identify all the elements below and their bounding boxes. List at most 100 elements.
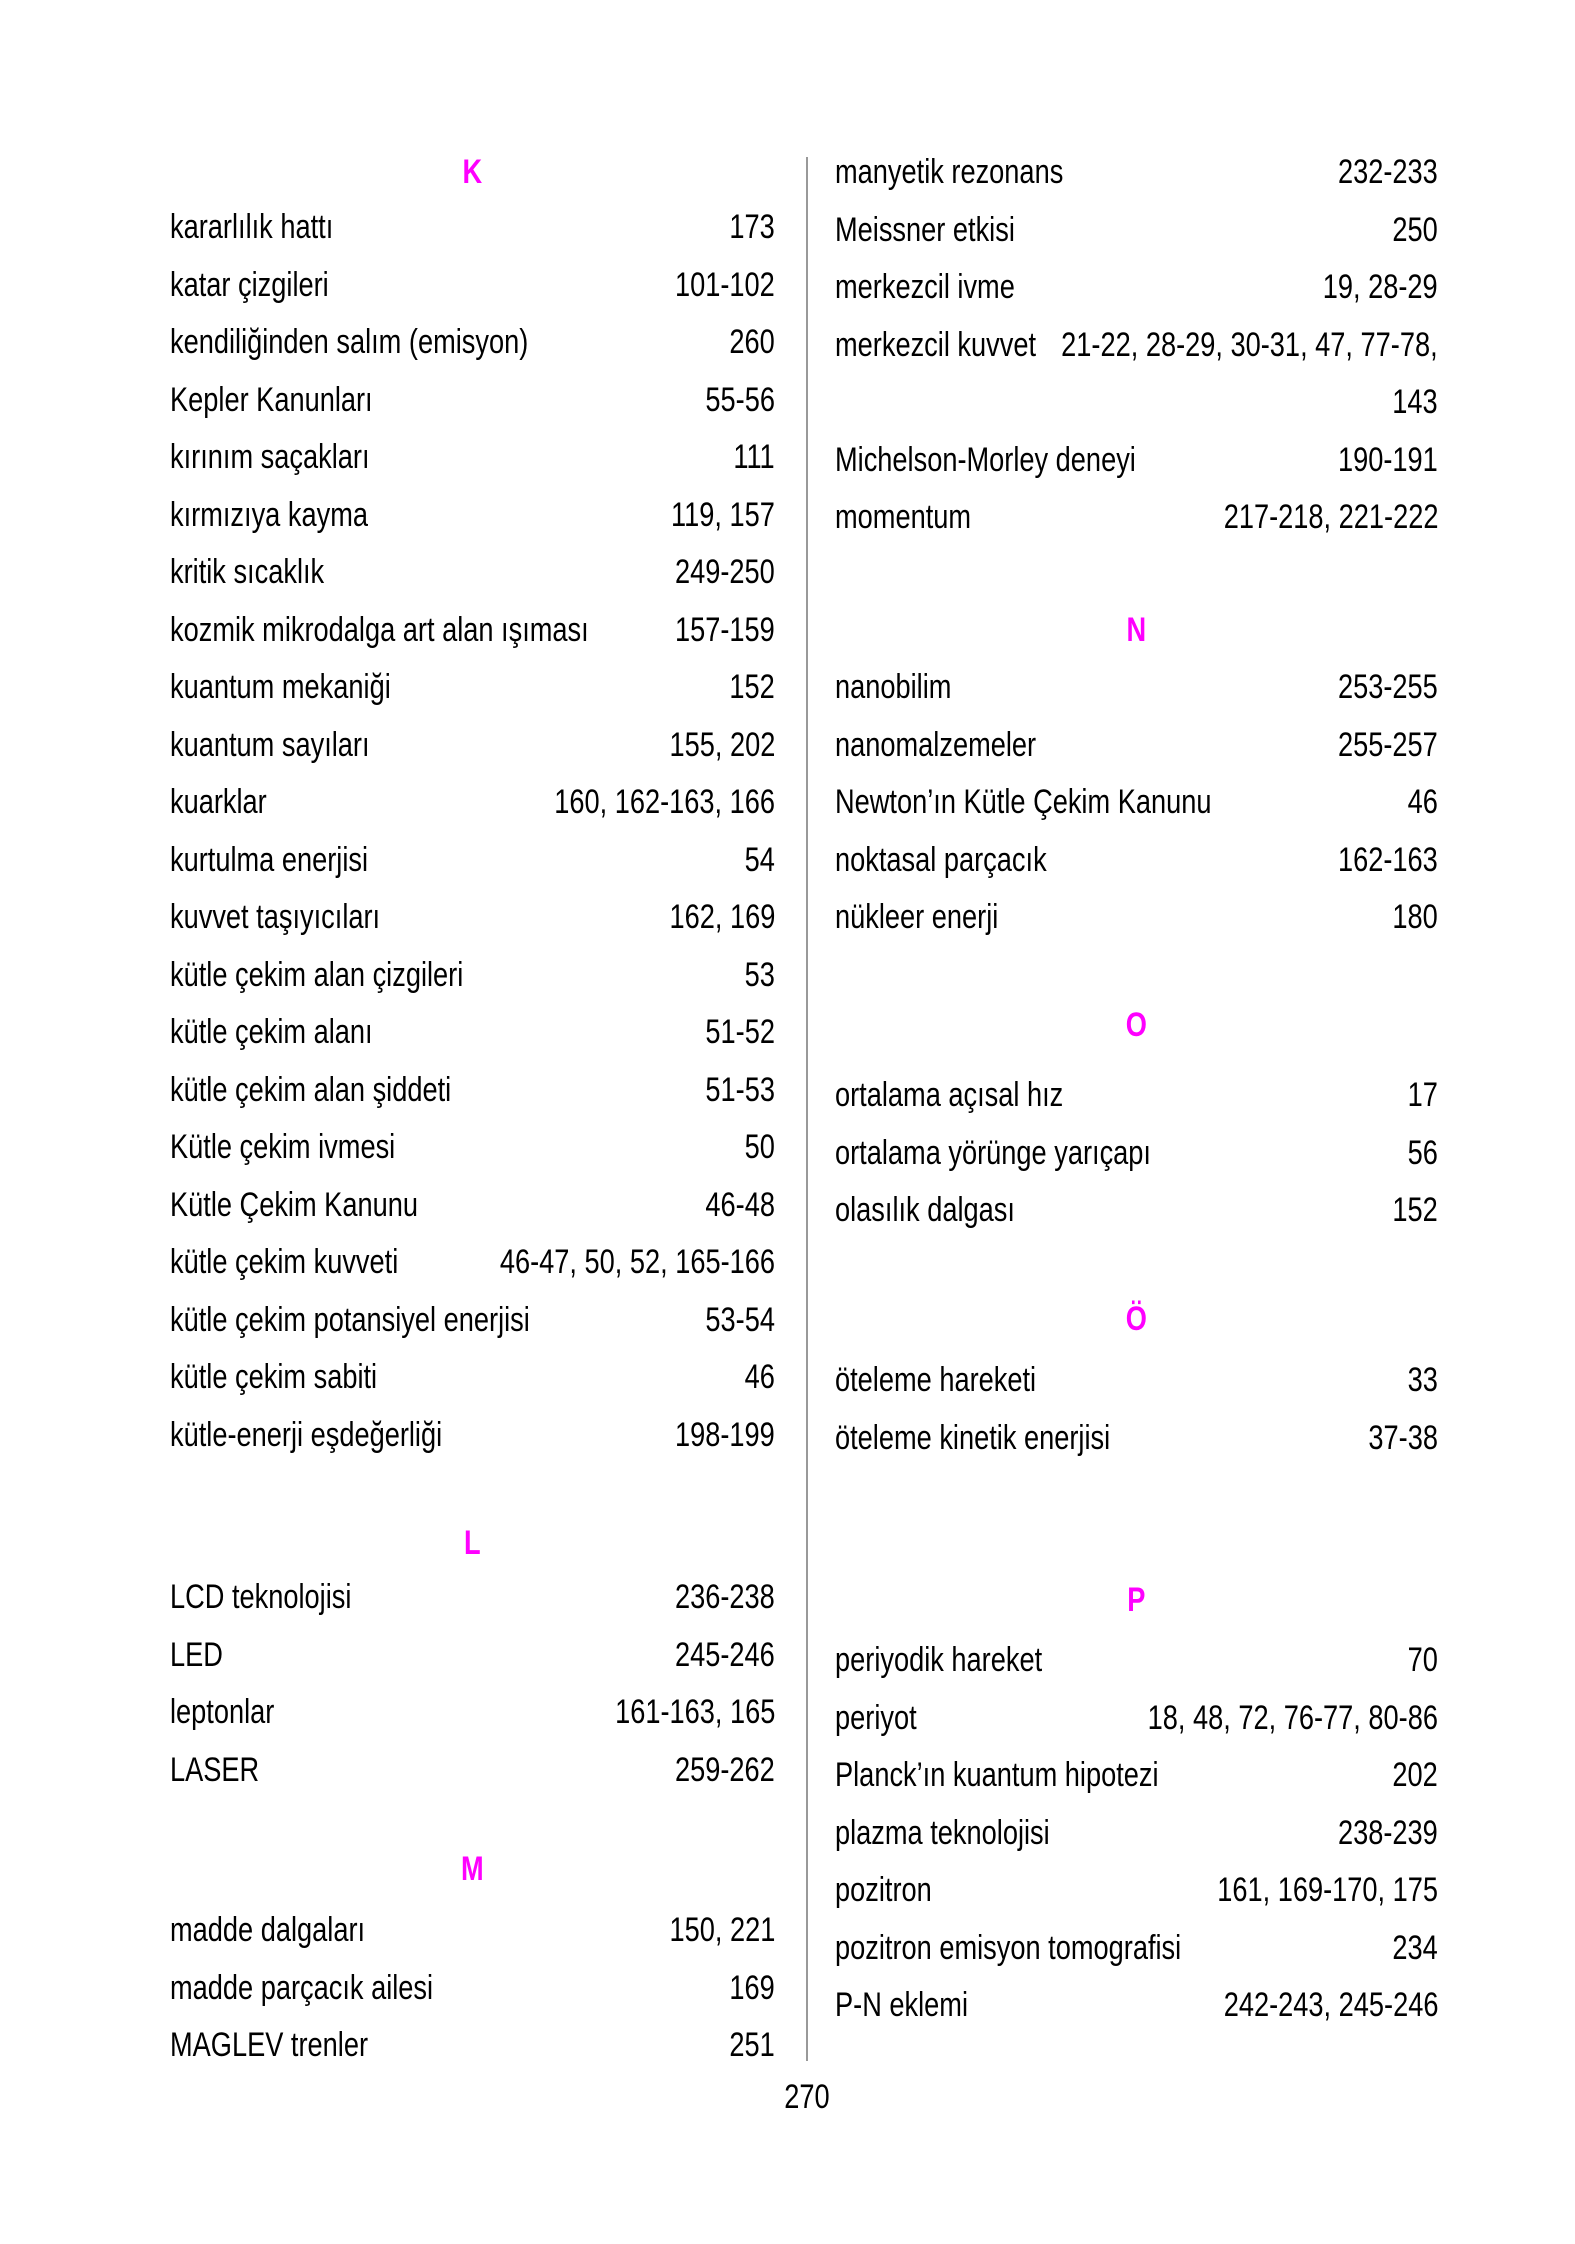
index-entries-block: madde dalgaları 150, 221 madde parçacık ai…	[170, 1902, 775, 2075]
index-entry-row: Kepler Kanunları 55-56	[170, 372, 775, 430]
index-entry-row: Planck’ın kuantum hipotezi 202	[835, 1747, 1438, 1805]
index-entries-block: LCD teknolojisi 236-238 LED 245-246 leptonla…	[170, 1569, 775, 1799]
index-term: Kütle çekim ivmesi	[170, 1128, 396, 1166]
section-header-l: L	[463, 1524, 482, 1562]
index-page-numbers: 46	[1407, 783, 1438, 821]
index-entry-row: nanomalzemeler 255-257	[835, 717, 1438, 775]
index-term: kurtulma enerjisi	[170, 840, 369, 879]
index-term: manyetik rezonans	[835, 153, 1064, 191]
index-entry-row: momentum 217-218, 221-222	[835, 489, 1438, 547]
index-entry-row: LCD teknolojisi 236-238	[170, 1569, 775, 1627]
index-term: kuantum sayıları	[170, 725, 370, 764]
index-term: nanomalzemeler	[835, 725, 1037, 764]
section-header-k: K	[462, 153, 483, 191]
index-term: plazma teknolojisi	[835, 1813, 1050, 1852]
index-entries-block: ortalama açısal hız 17 ortalama yörünge ya…	[835, 1067, 1438, 1240]
index-term: MAGLEV trenler	[170, 2026, 369, 2064]
index-term: kütle çekim alan şiddeti	[170, 1070, 452, 1109]
index-page-numbers: 161, 169-170, 175	[1217, 1871, 1438, 1909]
index-term: kütle çekim kuvveti	[170, 1243, 399, 1281]
index-term: kırmızıya kayma	[170, 495, 368, 534]
index-page-numbers: 162-163	[1338, 840, 1438, 879]
index-page-numbers: 119, 157	[671, 495, 775, 534]
index-page-numbers: 202	[1392, 1756, 1438, 1794]
index-page-numbers: 70	[1407, 1641, 1438, 1679]
index-entry-row: kütle çekim alanı 51-52	[170, 1004, 775, 1062]
index-term: nükleer enerji	[835, 898, 999, 936]
index-page-numbers: 101-102	[675, 265, 775, 304]
section-header-m: M	[460, 1850, 485, 1888]
index-term: noktasal parçacık	[835, 840, 1047, 879]
index-page-numbers: 251	[729, 2026, 775, 2064]
index-page-numbers: 234	[1392, 1928, 1438, 1967]
index-term: merkezcil ivme	[835, 268, 1015, 306]
index-term: kuvvet taşıyıcıları	[170, 898, 381, 936]
index-term: LED	[170, 1635, 223, 1674]
index-page-numbers: 180	[1392, 898, 1438, 936]
index-term: kararlılık hattı	[170, 208, 334, 246]
index-entry-row: Meissner etkisi 250	[835, 202, 1438, 260]
index-entry-row: Newton’ın Kütle Çekim Kanunu 46	[835, 774, 1438, 832]
index-page-numbers: 160, 162-163, 166	[554, 783, 775, 821]
page-numbers-line1: 21-22, 28-29, 30-31, 47, 77-78,	[1061, 325, 1438, 364]
index-term: periyot	[835, 1698, 917, 1737]
index-page-numbers: 255-257	[1338, 725, 1438, 764]
section-header-o: O	[1125, 1006, 1148, 1044]
index-term: Kütle Çekim Kanunu	[170, 1185, 418, 1224]
page-number: 270	[784, 2078, 830, 2116]
index-entry-row: P-N eklemi 242-243, 245-246	[835, 1977, 1438, 2035]
index-entry-row: leptonlar 161-163, 165	[170, 1684, 775, 1742]
index-term: kütle çekim alanı	[170, 1013, 373, 1051]
section-header-n: N	[1126, 611, 1147, 649]
index-page-numbers: 17	[1407, 1076, 1438, 1114]
index-page-numbers: 217-218, 221-222	[1223, 498, 1438, 536]
index-entry-row: pozitron emisyon tomografisi 234	[835, 1920, 1438, 1978]
index-page-numbers: 152	[729, 668, 775, 706]
index-entry-row: LED 245-246	[170, 1627, 775, 1685]
section-header-p: P	[1127, 1581, 1146, 1619]
index-entry-row: kozmik mikrodalga art alan ışıması 157-15…	[170, 602, 775, 660]
index-entry-row: öteleme hareketi 33	[835, 1352, 1438, 1410]
index-term: Kepler Kanunları	[170, 380, 373, 419]
index-page-numbers: 53-54	[705, 1300, 775, 1339]
index-page-numbers: 53	[744, 955, 775, 994]
index-entry-row: pozitron 161, 169-170, 175	[835, 1862, 1438, 1920]
section-header-o-umlaut: Ö	[1125, 1300, 1148, 1338]
index-entry-row: periyodik hareket 70	[835, 1632, 1438, 1690]
index-page-numbers: 18, 48, 72, 76-77, 80-86	[1147, 1698, 1438, 1737]
index-term: kendiliğinden salım (emisyon)	[170, 323, 529, 361]
index-term: öteleme kinetik enerjisi	[835, 1418, 1111, 1457]
index-term: Michelson-Morley deneyi	[835, 440, 1136, 479]
index-term: momentum	[835, 498, 972, 536]
index-term: Meissner etkisi	[835, 210, 1015, 249]
index-term: leptonlar	[170, 1693, 275, 1731]
index-term: olasılık dalgası	[835, 1191, 1015, 1229]
index-entry-row: kütle çekim alan şiddeti 51-53	[170, 1062, 775, 1120]
index-page-numbers: 250	[1392, 210, 1438, 249]
index-entry-row: kütle çekim kuvveti 46-47, 50, 52, 165-16…	[170, 1234, 775, 1292]
index-page-numbers: 236-238	[675, 1578, 775, 1616]
index-page-numbers: 54	[744, 840, 775, 879]
index-entry-row: Kütle çekim ivmesi 50	[170, 1119, 775, 1177]
index-entry-row: manyetik rezonans 232-233	[835, 144, 1438, 202]
index-entries-block: öteleme hareketi 33 öteleme kinetik enerji…	[835, 1352, 1438, 1467]
index-term: kozmik mikrodalga art alan ışıması	[170, 610, 589, 649]
index-entry-row: kurtulma enerjisi 54	[170, 832, 775, 890]
index-page-numbers: 56	[1407, 1133, 1438, 1172]
index-term: pozitron emisyon tomografisi	[835, 1928, 1182, 1967]
index-page-numbers: 150, 221	[669, 1911, 775, 1949]
index-entry-row: nükleer enerji 180	[835, 889, 1438, 947]
index-term: katar çizgileri	[170, 265, 329, 304]
index-entry-row: ortalama yörünge yarıçapı 56	[835, 1125, 1438, 1183]
index-page-numbers: 198-199	[675, 1415, 775, 1454]
index-entry-row: kütle çekim potansiyel enerjisi 53-54	[170, 1292, 775, 1350]
index-page-numbers: 51-53	[705, 1070, 775, 1109]
index-term: merkezcil kuvvet	[835, 325, 1037, 364]
index-term: madde parçacık ailesi	[170, 1968, 434, 2007]
index-term: nanobilim	[835, 668, 952, 706]
index-entry-row: madde dalgaları 150, 221	[170, 1902, 775, 1960]
index-page-numbers: 152	[1392, 1191, 1438, 1229]
index-entry-row: Michelson-Morley deneyi 190-191	[835, 432, 1438, 490]
index-page-numbers: 46-47, 50, 52, 165-166	[499, 1243, 775, 1281]
